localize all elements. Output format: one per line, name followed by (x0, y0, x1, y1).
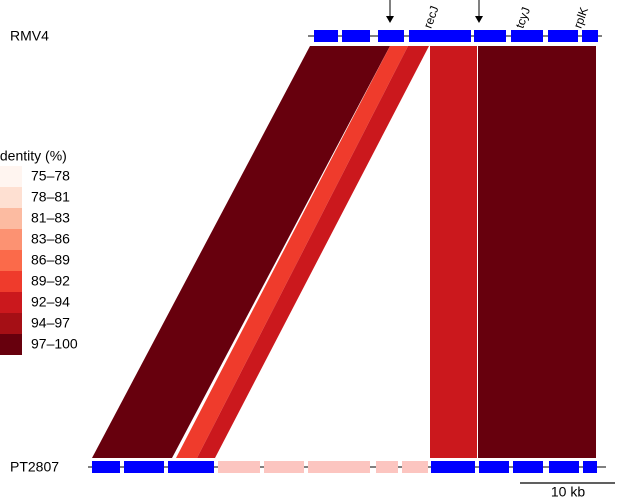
gene-label: recJ (421, 4, 442, 30)
synteny-block (478, 46, 596, 458)
gene-track (314, 30, 598, 42)
synteny-block (92, 46, 390, 458)
gene-track (92, 461, 597, 473)
genome-label: PT2807 (10, 459, 59, 475)
arrow-head (386, 16, 394, 23)
legend-swatch (0, 166, 22, 187)
legend-swatch (0, 334, 22, 355)
legend-label: 89–92 (31, 273, 70, 289)
legend-swatch (0, 187, 22, 208)
legend-label: 94–97 (31, 315, 70, 331)
legend: 75–78 78–81 81–83 83–86 86–89 89–92 92–94 94–97… (0, 166, 78, 355)
gene-label: rplK (571, 5, 591, 30)
arrow-head (475, 16, 483, 23)
legend-swatch (0, 229, 22, 250)
legend-swatch (0, 292, 22, 313)
legend-swatch (0, 250, 22, 271)
legend-label: 83–86 (31, 231, 70, 247)
synteny-block (430, 46, 477, 458)
gene-label: tcyJ (513, 5, 533, 30)
legend-label: 78–81 (31, 189, 70, 205)
legend-title: Identity (%) (0, 148, 67, 164)
legend-label: 81–83 (31, 210, 70, 226)
synteny-block (176, 46, 408, 458)
synteny-block (197, 46, 429, 458)
legend-swatch (0, 208, 22, 229)
legend-label: 75–78 (31, 168, 70, 184)
scale-label: 10 kb (551, 484, 585, 500)
legend-label: 97–100 (31, 336, 78, 352)
legend-label: 92–94 (31, 294, 70, 310)
legend-swatch (0, 313, 22, 334)
legend-label: 86–89 (31, 252, 70, 268)
legend-swatch (0, 271, 22, 292)
genome-label: RMV4 (10, 28, 49, 44)
